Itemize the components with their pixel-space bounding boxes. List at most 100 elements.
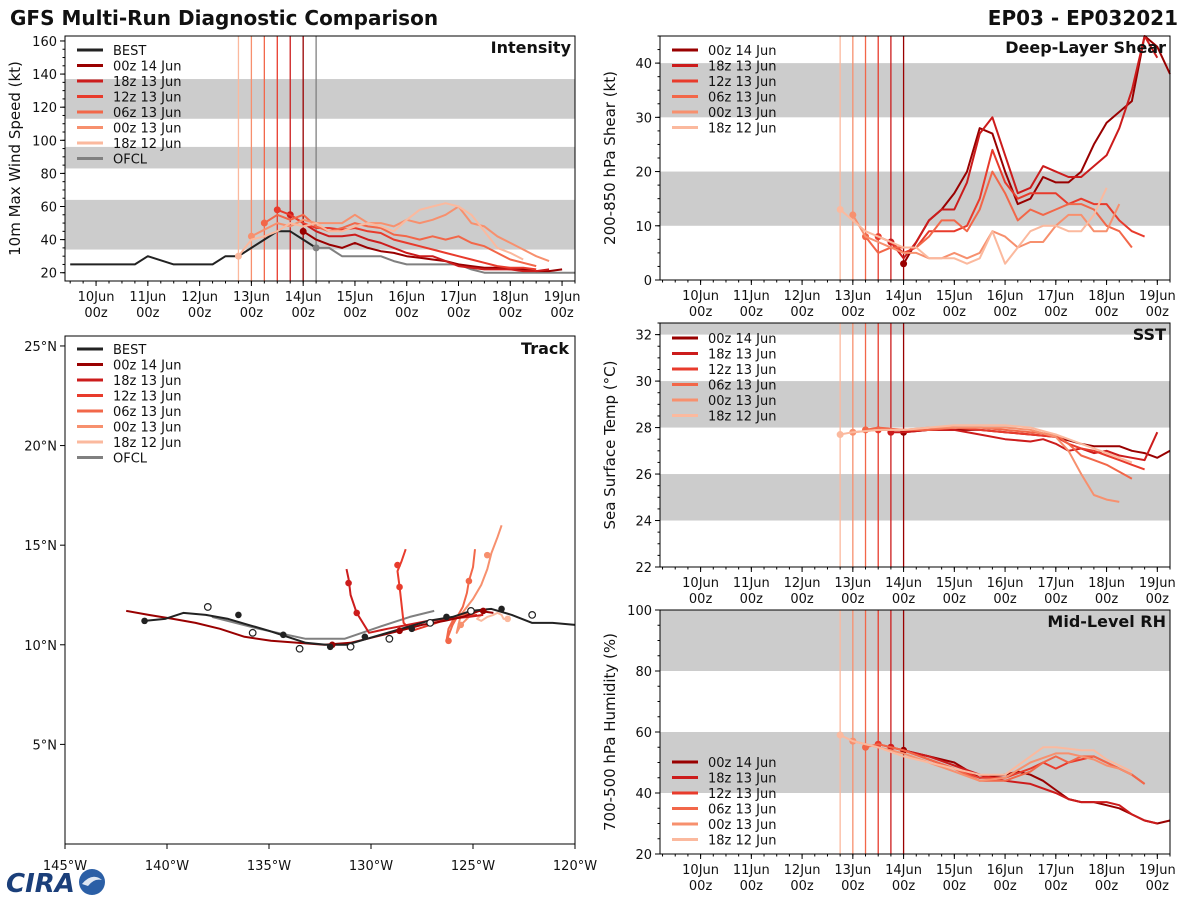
x-tick-label: 11Jun (733, 863, 770, 878)
x-tick-label: 00z (790, 879, 814, 894)
climatology-band (660, 381, 1170, 428)
series-marker-00z-13-jun (247, 232, 255, 240)
x-tick-label: 19Jun (1139, 863, 1176, 878)
x-tick-label: 13Jun (834, 863, 871, 878)
track-line-00z-13-jun (455, 524, 503, 634)
legend-label-18z-12-jun: 18z 12 Jun (113, 436, 182, 451)
x-tick-label: 16Jun (987, 576, 1024, 591)
x-tick-label: 00z (1044, 879, 1068, 894)
track-marker-00z-13-jun (483, 551, 491, 559)
y-tick-label: 40 (635, 57, 652, 72)
x-tick-label: 14Jun (885, 289, 922, 304)
y-tick-label: 25°N (24, 340, 57, 355)
legend-label-00z-14-jun: 00z 14 Jun (708, 44, 777, 59)
y-tick-label: 60 (40, 201, 57, 216)
series-line-18z-12-jun (839, 424, 1133, 464)
x-tick-label: 15Jun (337, 290, 374, 305)
climatology-band (660, 474, 1170, 521)
logo-swirl-icon (82, 876, 102, 886)
legend-label-00z-14-jun: 00z 14 Jun (708, 756, 777, 771)
legend-label-00z-13-jun: 00z 13 Jun (113, 122, 182, 137)
y-axis-label: Sea Surface Temp (°C) (601, 360, 619, 529)
x-tick-label: 12Jun (784, 863, 821, 878)
x-tick-label: 00z (993, 592, 1017, 607)
y-axis-label: 700-500 hPa Humidity (%) (601, 633, 619, 831)
plot-frame (659, 322, 1171, 568)
track-marker-best (279, 631, 287, 639)
x-tick-label: 18Jun (492, 290, 529, 305)
y-tick-label: 15°N (24, 539, 57, 554)
legend-label-best: BEST (113, 343, 146, 358)
series-line-18z-13-jun (289, 213, 550, 273)
x-tick-label: 00z (740, 305, 764, 320)
x-tick-label: 18Jun (1088, 289, 1125, 304)
x-tick-label: 00z (188, 306, 212, 321)
x-tick-label: 13Jun (834, 289, 871, 304)
series-line-18z-12-jun (237, 202, 524, 261)
cira-logo: CIRA (6, 869, 105, 898)
track-marker-00z-14-jun (396, 627, 403, 635)
x-tick-label: 00z (993, 305, 1017, 320)
x-tick-label: 11Jun (129, 290, 166, 305)
y-tick-label: 30 (635, 111, 652, 126)
x-tick-label: 00z (1095, 592, 1119, 607)
y-axis-label: 200-850 hPa Shear (kt) (601, 71, 619, 245)
x-tick-label: 19Jun (1139, 576, 1176, 591)
climatology-band (660, 610, 1170, 671)
legend-label-18z-13-jun: 18z 13 Jun (708, 348, 777, 363)
legend-label-18z-13-jun: 18z 13 Jun (113, 75, 182, 90)
x-tick-label: 18Jun (1088, 863, 1125, 878)
x-tick-label: 135°W (247, 859, 291, 874)
storm-id-label: EP03 - EP032021 (987, 6, 1178, 30)
x-tick-label: 12Jun (784, 576, 821, 591)
legend-label-18z-13-jun: 18z 13 Jun (708, 60, 777, 75)
x-tick-label: 00z (447, 306, 471, 321)
logo-globe-icon (79, 869, 105, 895)
x-tick-label: 16Jun (987, 863, 1024, 878)
legend-label-06z-13-jun: 06z 13 Jun (113, 405, 182, 420)
y-tick-label: 140 (32, 68, 57, 83)
x-tick-label: 00z (1095, 879, 1119, 894)
x-tick-label: 00z (892, 305, 916, 320)
legend-label-18z-12-jun: 18z 12 Jun (113, 137, 182, 152)
x-tick-label: 15Jun (936, 863, 973, 878)
y-tick-label: 0 (644, 274, 652, 289)
x-tick-label: 00z (790, 592, 814, 607)
x-tick-label: 00z (291, 306, 315, 321)
x-tick-label: 00z (740, 592, 764, 607)
legend-label-00z-13-jun: 00z 13 Jun (708, 394, 777, 409)
legend-label-12z-13-jun: 12z 13 Jun (708, 75, 777, 90)
x-tick-label: 00z (689, 879, 713, 894)
x-tick-label: 10Jun (682, 576, 719, 591)
track-marker-best (408, 625, 416, 633)
x-tick-label: 19Jun (544, 290, 581, 305)
track-open-marker-best (295, 644, 304, 653)
x-tick-label: 00z (550, 306, 574, 321)
track-marker-06z-13-jun (445, 637, 452, 645)
series-marker-18z-12-jun (836, 431, 844, 439)
x-tick-label: 12Jun (181, 290, 218, 305)
x-tick-label: 19Jun (1139, 289, 1176, 304)
legend-label-06z-13-jun: 06z 13 Jun (708, 379, 777, 394)
track-open-marker-best (346, 642, 355, 651)
legend-label-18z-12-jun: 18z 12 Jun (708, 834, 777, 849)
track-open-marker-best (248, 628, 257, 637)
rh-chart: 2040608010010Jun00z11Jun00z12Jun00z13Jun… (601, 604, 1176, 894)
x-tick-label: 00z (689, 592, 713, 607)
x-tick-label: 13Jun (834, 576, 871, 591)
series-marker-18z-12-jun (234, 252, 242, 260)
y-tick-label: 26 (635, 468, 652, 483)
series-line-00z-13-jun (851, 203, 1121, 260)
track-marker-12z-13-jun (394, 561, 401, 569)
legend-label-00z-14-jun: 00z 14 Jun (113, 60, 182, 75)
track-marker-06z-13-jun (465, 577, 473, 585)
track-open-marker-best (203, 603, 212, 611)
y-tick-label: 40 (635, 787, 652, 802)
series-line-12z-13-jun (877, 148, 1145, 254)
x-tick-label: 00z (1095, 305, 1119, 320)
x-tick-label: 00z (1146, 879, 1170, 894)
x-tick-label: 145°W (43, 859, 87, 874)
series-marker-00z-14-jun (900, 260, 908, 268)
track-marker-18z-13-jun (345, 579, 352, 587)
y-tick-label: 20°N (24, 440, 57, 455)
